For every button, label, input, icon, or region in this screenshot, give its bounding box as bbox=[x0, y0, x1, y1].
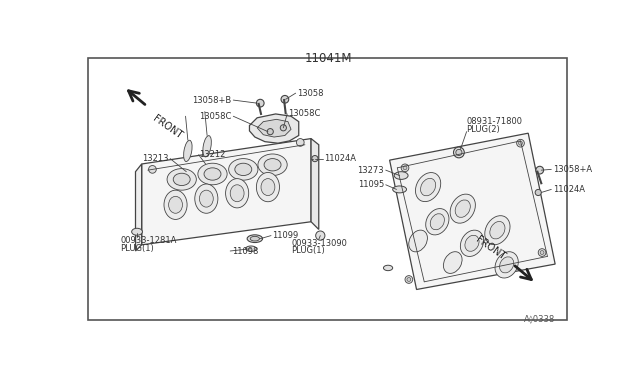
Ellipse shape bbox=[444, 252, 462, 273]
Ellipse shape bbox=[198, 163, 227, 185]
Ellipse shape bbox=[246, 246, 257, 251]
Circle shape bbox=[407, 278, 411, 281]
Ellipse shape bbox=[203, 136, 211, 157]
Polygon shape bbox=[141, 139, 311, 245]
Ellipse shape bbox=[383, 265, 393, 271]
Ellipse shape bbox=[230, 185, 244, 202]
Ellipse shape bbox=[225, 179, 249, 208]
Text: 13212: 13212 bbox=[200, 150, 226, 159]
Polygon shape bbox=[136, 164, 141, 251]
Text: 11095: 11095 bbox=[358, 180, 384, 189]
Ellipse shape bbox=[261, 179, 275, 196]
Circle shape bbox=[454, 147, 464, 158]
Ellipse shape bbox=[465, 235, 479, 251]
Ellipse shape bbox=[409, 230, 428, 252]
Text: PLUG(1): PLUG(1) bbox=[291, 247, 324, 256]
Ellipse shape bbox=[415, 173, 441, 202]
Text: 13213: 13213 bbox=[142, 154, 168, 163]
Circle shape bbox=[280, 125, 287, 131]
Ellipse shape bbox=[484, 216, 510, 245]
Circle shape bbox=[401, 164, 409, 172]
Ellipse shape bbox=[173, 173, 190, 186]
Polygon shape bbox=[257, 119, 291, 137]
Ellipse shape bbox=[200, 190, 213, 207]
FancyBboxPatch shape bbox=[88, 58, 566, 320]
Circle shape bbox=[405, 276, 413, 283]
Ellipse shape bbox=[426, 209, 449, 235]
Ellipse shape bbox=[167, 169, 196, 190]
Circle shape bbox=[535, 189, 541, 196]
Text: 00933-13090: 00933-13090 bbox=[291, 239, 347, 248]
Text: 11099: 11099 bbox=[273, 231, 299, 240]
Ellipse shape bbox=[168, 196, 182, 213]
Ellipse shape bbox=[455, 200, 470, 217]
Ellipse shape bbox=[393, 186, 406, 193]
Circle shape bbox=[281, 96, 289, 103]
Circle shape bbox=[312, 155, 318, 162]
Circle shape bbox=[540, 251, 544, 254]
Circle shape bbox=[516, 140, 524, 147]
Text: 08931-71800: 08931-71800 bbox=[467, 117, 523, 126]
Ellipse shape bbox=[430, 214, 444, 230]
Circle shape bbox=[456, 150, 462, 155]
Circle shape bbox=[403, 166, 407, 170]
Text: FRONT: FRONT bbox=[474, 234, 508, 262]
Ellipse shape bbox=[490, 221, 505, 239]
Ellipse shape bbox=[420, 178, 436, 196]
Text: 00933-1281A: 00933-1281A bbox=[120, 237, 177, 246]
Ellipse shape bbox=[247, 235, 262, 243]
Ellipse shape bbox=[394, 172, 408, 179]
Ellipse shape bbox=[257, 173, 280, 202]
Ellipse shape bbox=[164, 190, 187, 219]
Text: 13058: 13058 bbox=[297, 89, 324, 97]
Text: FRONT: FRONT bbox=[151, 114, 184, 141]
Text: PLUG(2): PLUG(2) bbox=[467, 125, 500, 134]
Text: PLUG(1): PLUG(1) bbox=[120, 244, 154, 253]
Ellipse shape bbox=[235, 163, 252, 176]
Circle shape bbox=[536, 166, 543, 174]
Circle shape bbox=[538, 249, 546, 256]
Polygon shape bbox=[311, 139, 319, 230]
Circle shape bbox=[148, 166, 156, 173]
Ellipse shape bbox=[184, 140, 192, 161]
Text: 13058+B: 13058+B bbox=[193, 96, 232, 105]
Circle shape bbox=[257, 99, 264, 107]
Circle shape bbox=[267, 129, 273, 135]
Ellipse shape bbox=[460, 230, 484, 256]
Ellipse shape bbox=[228, 158, 258, 180]
Text: 11098: 11098 bbox=[232, 247, 258, 256]
Circle shape bbox=[316, 231, 325, 240]
Polygon shape bbox=[390, 133, 555, 289]
Ellipse shape bbox=[204, 168, 221, 180]
Ellipse shape bbox=[500, 257, 514, 273]
Ellipse shape bbox=[264, 158, 281, 171]
Text: 13058+A: 13058+A bbox=[553, 165, 592, 174]
Text: 11024A: 11024A bbox=[324, 154, 356, 163]
Ellipse shape bbox=[250, 236, 259, 241]
Circle shape bbox=[518, 141, 522, 145]
Text: 13058C: 13058C bbox=[198, 112, 231, 121]
Ellipse shape bbox=[195, 184, 218, 213]
Ellipse shape bbox=[450, 194, 476, 223]
Text: 11024A: 11024A bbox=[553, 185, 585, 194]
Polygon shape bbox=[250, 114, 299, 143]
Text: A◊0338: A◊0338 bbox=[524, 314, 555, 323]
Circle shape bbox=[296, 139, 304, 146]
Text: 11041M: 11041M bbox=[304, 52, 352, 65]
Ellipse shape bbox=[495, 252, 518, 278]
Ellipse shape bbox=[258, 154, 287, 176]
Text: 13273: 13273 bbox=[358, 166, 384, 174]
Text: 13058C: 13058C bbox=[288, 109, 321, 118]
Ellipse shape bbox=[132, 228, 143, 235]
